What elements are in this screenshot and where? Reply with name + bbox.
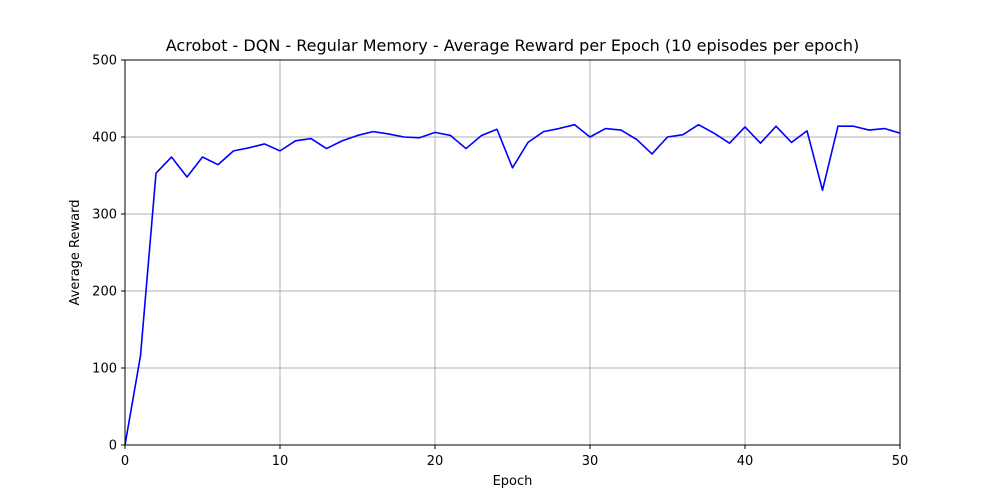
y-tick-label: 500 <box>92 54 117 69</box>
y-tick-label: 200 <box>92 285 117 300</box>
chart-title: Acrobot - DQN - Regular Memory - Average… <box>166 36 859 55</box>
x-axis-label: Epoch <box>493 474 533 489</box>
x-tick-label: 10 <box>272 454 289 469</box>
x-tick-label: 20 <box>427 454 444 469</box>
series-layer <box>124 123 901 446</box>
series-line <box>124 123 901 446</box>
x-tick-label: 50 <box>892 454 909 469</box>
x-tick-label: 40 <box>737 454 754 469</box>
y-tick-label: 300 <box>92 208 117 223</box>
grid <box>124 59 901 446</box>
y-tick-label: 100 <box>92 362 117 377</box>
y-tick-label: 400 <box>92 131 117 146</box>
plot-frame <box>124 59 901 446</box>
y-axis-label: Average Reward <box>68 200 83 306</box>
x-tick-label: 0 <box>121 454 129 469</box>
y-tick-label: 0 <box>109 439 117 454</box>
x-tick-label: 30 <box>582 454 599 469</box>
